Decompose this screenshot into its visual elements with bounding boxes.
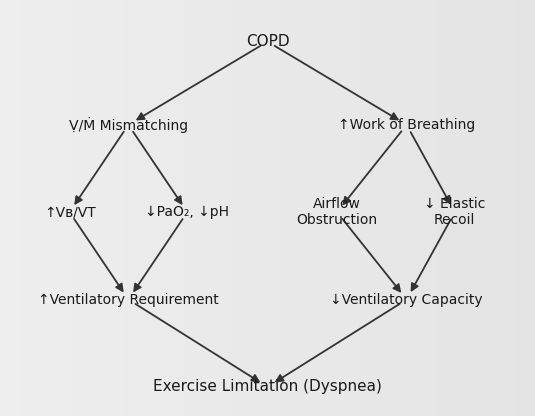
Text: ↑Ventilatory Requirement: ↑Ventilatory Requirement [38, 292, 219, 307]
Text: ↓PaO₂, ↓pH: ↓PaO₂, ↓pH [145, 205, 230, 219]
Text: ↓ Elastic
Recoil: ↓ Elastic Recoil [424, 197, 485, 227]
Text: ↑Work of Breathing: ↑Work of Breathing [338, 118, 475, 132]
Text: ↑Vʙ/VT: ↑Vʙ/VT [44, 205, 95, 219]
Text: Airflow
Obstruction: Airflow Obstruction [296, 197, 378, 227]
Text: Exercise Limitation (Dyspnea): Exercise Limitation (Dyspnea) [153, 379, 382, 394]
Text: Ṿ/Ṁ Mismatching: Ṿ/Ṁ Mismatching [69, 117, 188, 133]
Text: COPD: COPD [246, 34, 289, 49]
Text: ↓Ventilatory Capacity: ↓Ventilatory Capacity [330, 292, 483, 307]
